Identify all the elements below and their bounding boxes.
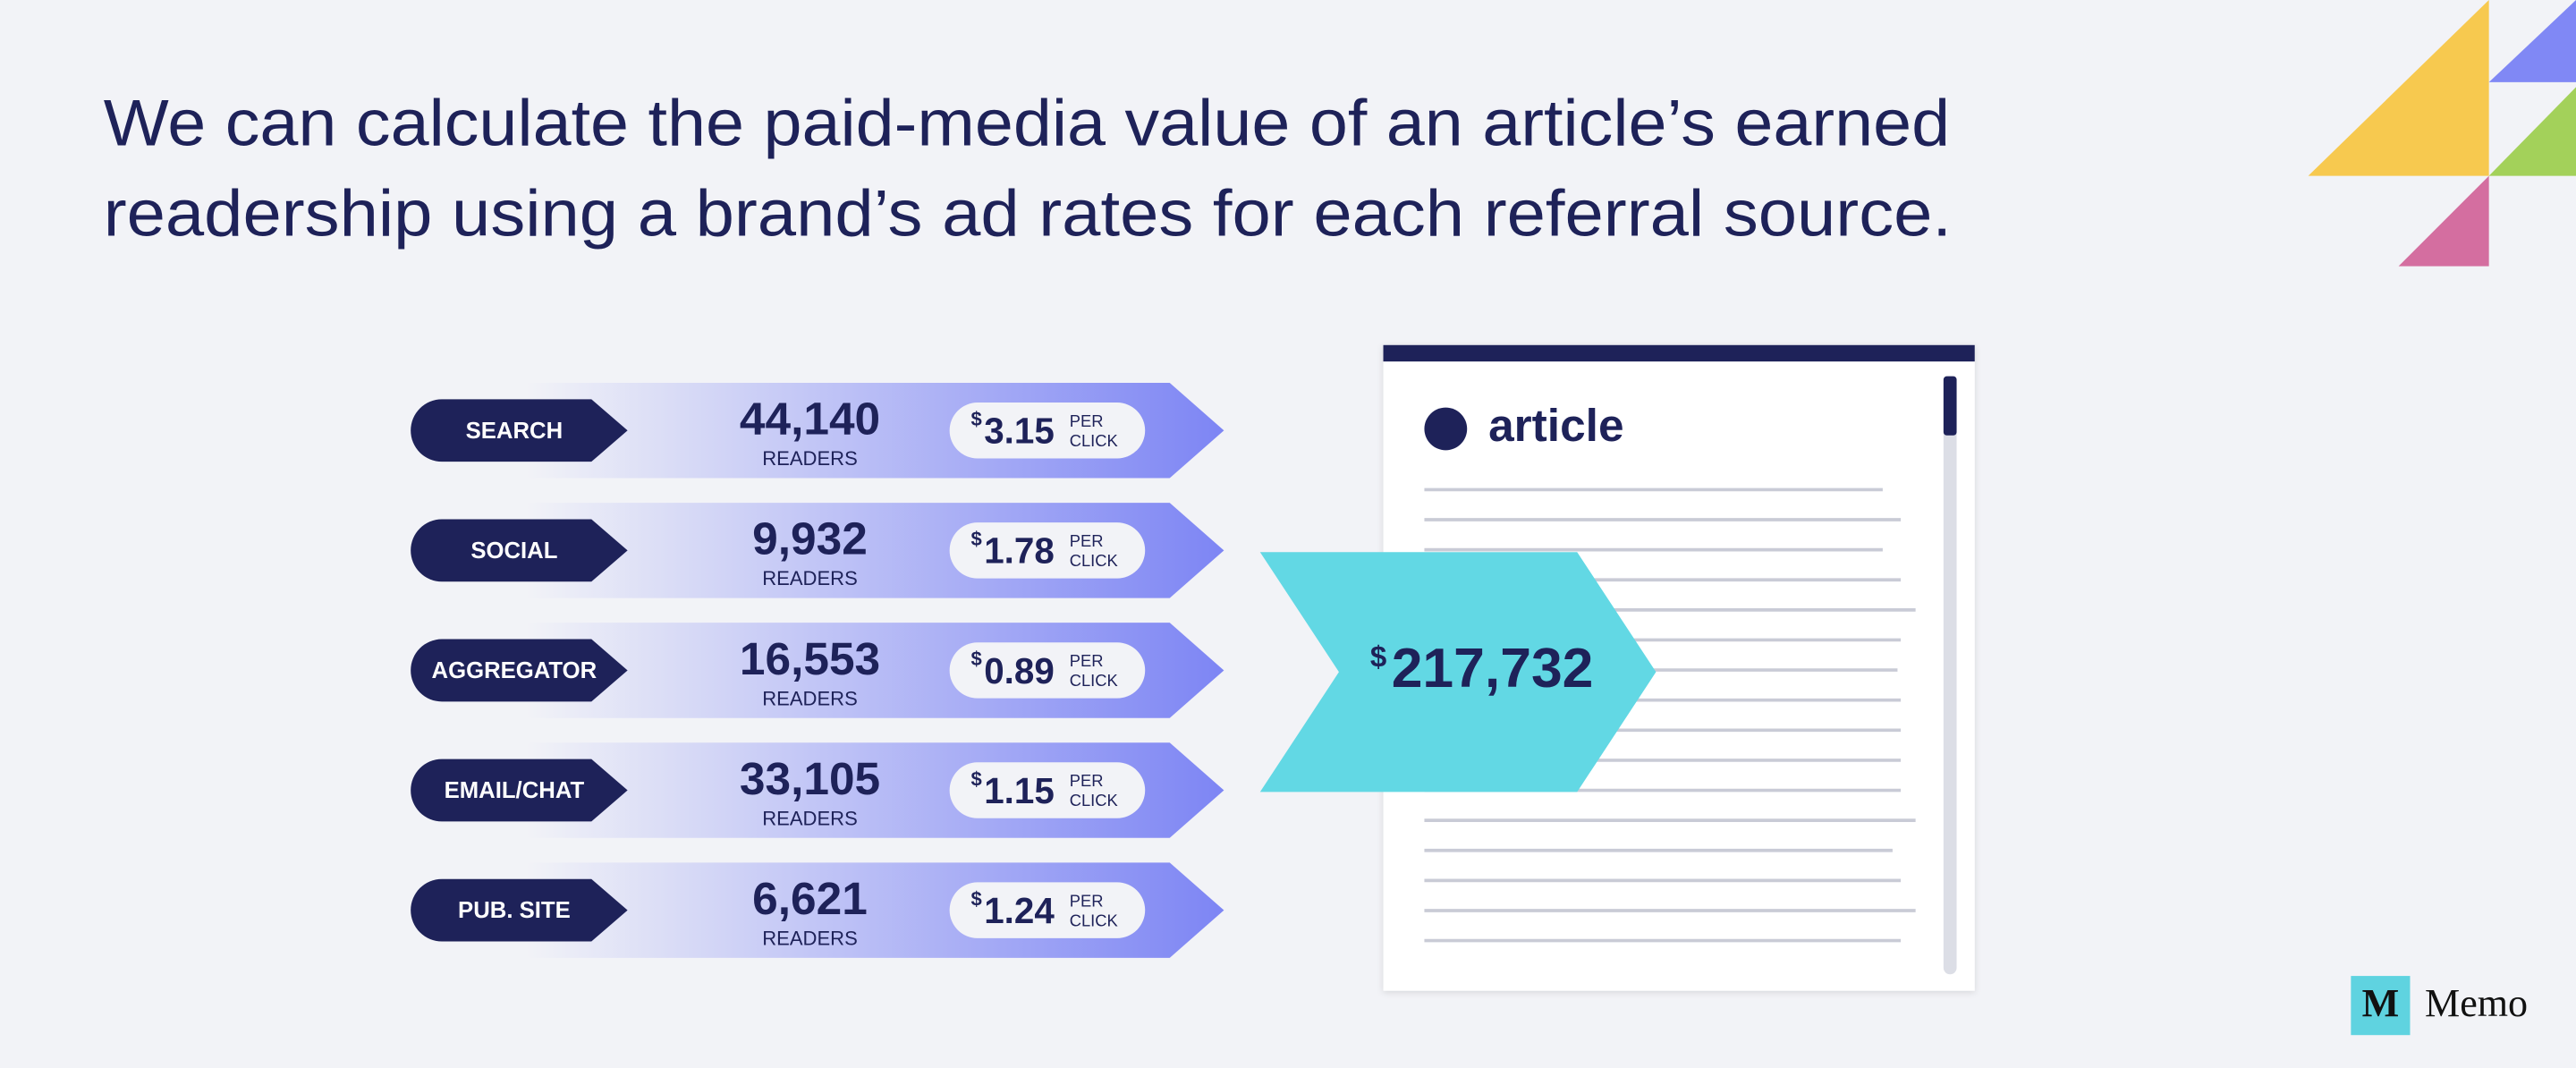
readers-label: READERS [762,447,858,470]
readers: 44,140 [740,393,880,445]
rate: 0.89 [984,650,1055,691]
source-label: SOCIAL [470,538,557,564]
rate-unit: CLICK [1070,791,1119,809]
readers: 6,621 [752,872,868,924]
rate-unit: PER [1070,771,1104,790]
source-label: PUB. SITE [458,898,571,923]
rate: 1.15 [984,770,1055,811]
source-pill [411,878,628,942]
brand-name: Memo [2425,981,2528,1025]
rate-unit: PER [1070,411,1104,430]
title-line: We can calculate the paid-media value of… [104,86,1950,160]
brand: M Memo [2351,976,2528,1036]
readers: 9,932 [752,513,868,564]
readers: 33,105 [740,752,880,804]
total-amount: 217,732 [1392,637,1594,699]
total-chevron: $ 217,732 [1259,552,1657,793]
rate: 1.24 [984,890,1055,931]
rate-pill [949,642,1146,699]
rate-currency: $ [971,648,982,670]
title-line: readership using a brand’s ad rates for … [104,176,1952,250]
rate-unit: CLICK [1070,671,1119,690]
article-label: article [1488,399,1623,451]
rate-pill [949,882,1146,938]
rate-currency: $ [971,767,982,790]
rate-pill [949,403,1146,459]
source-label: AGGREGATOR [432,658,597,683]
rate-unit: CLICK [1070,551,1119,570]
rate-unit: PER [1070,531,1104,550]
decoration [2308,0,2576,267]
source-pill [411,519,628,582]
rate-pill [949,522,1146,579]
source-label: EMAIL/CHAT [445,778,585,803]
rate-pill [949,762,1146,818]
source-pill [411,399,628,462]
rate-unit: CLICK [1070,431,1119,450]
rate-unit: CLICK [1070,911,1119,929]
readers-label: READERS [762,807,858,829]
total-currency: $ [1370,640,1386,674]
source-pill [411,759,628,822]
readers-label: READERS [762,687,858,709]
rate-currency: $ [971,887,982,910]
rate: 3.15 [984,411,1055,452]
rate-currency: $ [971,528,982,550]
readers: 16,553 [740,632,880,684]
rate-unit: PER [1070,891,1104,910]
brand-logo: M [2362,981,2400,1025]
source-label: SEARCH [466,419,564,444]
source-pill [411,639,628,702]
rate-currency: $ [971,408,982,430]
readers-label: READERS [762,567,858,589]
readers-label: READERS [762,928,858,950]
rate-unit: PER [1070,651,1104,670]
rate: 1.78 [984,530,1055,572]
